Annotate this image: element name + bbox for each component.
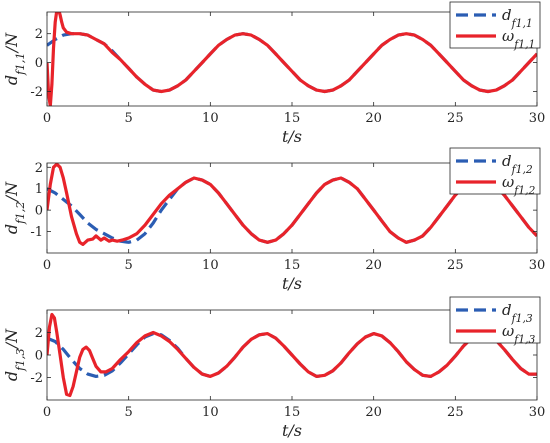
x-tick-label: 10 — [202, 111, 219, 126]
y-axis-label: df1,1/N — [2, 32, 27, 85]
x-axis-label: t/s — [282, 274, 302, 293]
x-tick-label: 5 — [125, 258, 133, 273]
y-tick-label: -2 — [30, 85, 43, 100]
y-tick-label: 2 — [35, 326, 43, 341]
x-tick-label: 30 — [529, 111, 546, 126]
x-tick-label: 25 — [447, 405, 464, 420]
x-tick-label: 0 — [43, 111, 51, 126]
legend-label-2: ωf1,1 — [502, 27, 535, 51]
y-tick-label: 0 — [35, 56, 43, 71]
x-tick-label: 25 — [447, 111, 464, 126]
x-tick-label: 15 — [284, 111, 301, 126]
y-tick-label: 2 — [35, 27, 43, 42]
x-tick-label: 20 — [365, 405, 382, 420]
y-tick-label: 1 — [35, 182, 43, 197]
legend-label-1: df1,3 — [502, 301, 533, 325]
y-axis-label: df1,3/N — [2, 328, 27, 381]
x-tick-label: 0 — [43, 405, 51, 420]
x-tick-label: 10 — [202, 405, 219, 420]
legend-box — [449, 296, 541, 344]
x-axis-label: t/s — [282, 127, 302, 146]
x-tick-label: 0 — [43, 258, 51, 273]
series-line-2 — [47, 312, 537, 398]
x-tick-label: 5 — [125, 405, 133, 420]
legend-label-2: ωf1,2 — [502, 173, 536, 197]
y-axis-label: df1,2/N — [2, 181, 27, 234]
x-tick-label: 30 — [529, 405, 546, 420]
x-tick-label: 30 — [529, 258, 546, 273]
x-tick-label: 10 — [202, 258, 219, 273]
x-tick-label: 20 — [365, 258, 382, 273]
y-tick-label: -1 — [30, 225, 43, 240]
legend-label-1: df1,2 — [502, 152, 533, 176]
legend-box — [449, 1, 541, 49]
y-tick-label: -2 — [30, 371, 43, 386]
y-tick-label: 0 — [35, 349, 43, 364]
y-tick-label: 2 — [35, 161, 43, 176]
series-line-2 — [47, 12, 537, 106]
x-tick-label: 15 — [284, 258, 301, 273]
legend-label-1: df1,1 — [502, 6, 533, 30]
x-tick-label: 5 — [125, 111, 133, 126]
x-tick-label: 25 — [447, 258, 464, 273]
legend-box — [449, 147, 541, 195]
legend-label-2: ωf1,3 — [502, 322, 536, 346]
series-line-2 — [47, 163, 537, 246]
y-tick-label: 0 — [35, 204, 43, 219]
x-tick-label: 20 — [365, 111, 382, 126]
x-axis-label: t/s — [282, 421, 302, 440]
x-tick-label: 15 — [284, 405, 301, 420]
